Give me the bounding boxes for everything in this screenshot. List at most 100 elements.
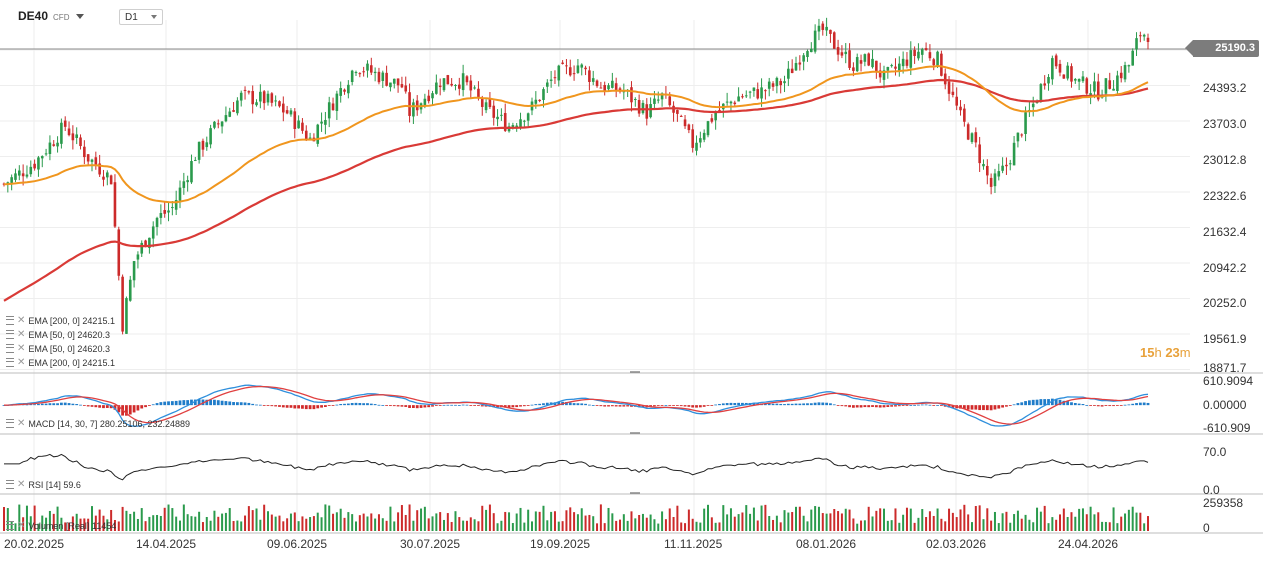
candle-body [132,261,136,281]
candle-body [477,88,480,98]
volume-bar [1143,523,1146,531]
candle-body [863,54,867,62]
volume-bar [10,521,13,531]
volume-bar [1101,521,1104,531]
macd-histogram-bar [52,403,56,406]
candle-body [209,128,212,145]
candle-body [151,226,155,239]
candle-body [683,119,687,127]
candle-body [109,175,113,185]
volume-bar [1127,509,1130,531]
volume-bar [733,516,736,531]
volume-bar [703,508,706,531]
macd-histogram-bar [798,403,802,406]
volume-bar [41,515,44,531]
close-icon[interactable]: ✕ [17,418,26,429]
macd-histogram-bar [538,403,542,406]
candle-body [760,87,763,99]
timeframe-select[interactable]: D1 [119,9,163,25]
volume-bar [381,518,384,531]
indicator-legend-macd[interactable]: ✕ MACD [14, 30, 7] 280.25106, 232.24889 [6,418,190,429]
candle-body [178,187,182,201]
volume-bar [714,522,717,531]
chevron-down-icon[interactable] [76,14,84,19]
candle-body [473,87,476,89]
candle-body [1139,35,1142,37]
indicator-legend-volume[interactable]: ✕ Volumen [Real] 11454 [6,520,116,531]
macd-histogram-bar [392,405,396,407]
candle-body [159,212,163,218]
close-icon[interactable]: ✕ [17,357,26,368]
candle-body [656,99,660,101]
volume-bar [420,508,423,531]
macd-histogram-bar [905,405,909,406]
volume-bar [87,518,90,531]
macd-histogram-bar [962,405,966,409]
indicator-legend-ema200-b[interactable]: ✕ EMA [200, 0] 24215.1 [6,357,115,368]
volume-bar [1066,517,1069,531]
volume-bar [389,506,392,531]
volume-bar [710,517,713,531]
candle-body [706,121,710,136]
candle-body [194,159,197,161]
volume-bar [1108,522,1111,531]
close-icon[interactable]: ✕ [17,329,26,340]
macd-histogram-bar [897,405,901,407]
macd-histogram-bar [771,403,775,406]
close-icon[interactable]: ✕ [17,343,26,354]
candle-body [182,181,186,188]
volume-bar [213,510,216,531]
macd-histogram-bar [389,405,392,407]
list-icon [6,344,14,353]
price-axis-label: 23703.0 [1203,117,1247,131]
volume-bar [1131,506,1134,531]
macd-histogram-bar [331,405,335,406]
x-axis-date-label: 30.07.2025 [400,537,460,551]
macd-histogram-bar [515,405,519,408]
candle-body [1016,132,1020,142]
indicator-legend-rsi[interactable]: ✕ RSI [14] 59.6 [6,479,81,490]
volume-bar [1074,516,1077,531]
indicator-legend-ema50-b[interactable]: ✕ EMA [50, 0] 24620.3 [6,343,110,354]
indicator-legend-ema50-a[interactable]: ✕ EMA [50, 0] 24620.3 [6,329,110,340]
volume-bar [875,510,878,531]
macd-axis-label: -610.909 [1203,421,1251,435]
volume-bar [339,508,342,531]
candle-body [955,96,958,106]
price-axis-label: 22322.6 [1203,189,1247,203]
macd-histogram-bar [855,405,859,408]
close-icon[interactable]: ✕ [17,479,26,490]
macd-histogram-bar [33,404,37,406]
volume-bar [244,515,247,531]
volume-bar [278,515,281,531]
macd-histogram-bar [434,405,438,406]
macd-histogram-bar [653,405,656,407]
symbol-selector[interactable]: DE40 CFD [18,9,69,23]
macd-histogram-bar [767,403,771,406]
macd-histogram-bar [1024,401,1027,406]
candle-body [1085,78,1089,94]
candle-body [676,110,679,114]
macd-histogram-bar [193,399,197,406]
macd-histogram-bar [607,405,610,407]
close-icon[interactable]: ✕ [17,315,26,326]
candle-body [920,49,924,55]
volume-bar [802,515,805,531]
volume-bar [638,514,641,531]
volume-bar [978,505,981,531]
volume-bar [316,512,319,531]
volume-bar [1024,514,1027,531]
candle-body [94,157,98,166]
close-icon[interactable]: ✕ [17,520,26,531]
indicator-legend-ema200-a[interactable]: ✕ EMA [200, 0] 24215.1 [6,315,115,326]
volume-bar [312,516,315,531]
candle-body [220,121,224,127]
macd-histogram-bar [978,405,982,411]
volume-bar [1081,508,1084,531]
last-price-value: 25190.3 [1215,42,1255,54]
macd-histogram-bar [404,405,408,407]
candle-body [649,104,652,118]
volume-bar [236,520,239,531]
